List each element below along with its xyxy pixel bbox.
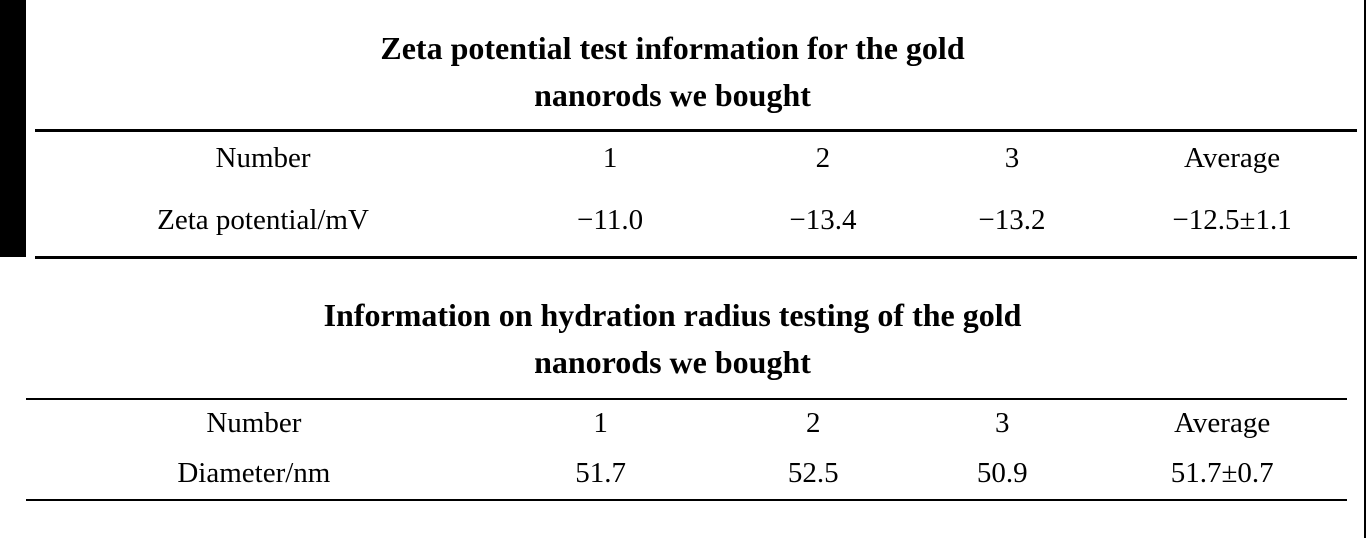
value-cell: 52.5	[787, 456, 839, 489]
header-cell-3: 3	[994, 407, 1010, 439]
value-cell: −11.0	[577, 204, 644, 236]
title-line: Zeta potential test information for the …	[380, 30, 965, 66]
header-cell-average: Average	[1174, 407, 1271, 439]
title-line: nanorods we bought	[534, 77, 811, 113]
header-cell-1: 1	[602, 142, 618, 174]
header-cell-number: Number	[215, 142, 311, 174]
header-cell-average: Average	[1184, 142, 1281, 174]
value-cell: 51.7	[575, 456, 626, 489]
page-right-border-line	[1364, 0, 1366, 538]
header-cell-2: 2	[815, 142, 831, 174]
value-cell: −13.4	[789, 204, 857, 236]
title-line: nanorods we bought	[534, 344, 811, 380]
value-cell: 50.9	[976, 456, 1028, 489]
header-cell-2: 2	[806, 407, 821, 439]
header-cell-3: 3	[1004, 142, 1020, 174]
average-cell: −12.5±1.1	[1172, 204, 1292, 236]
scan-black-bar	[0, 0, 26, 257]
header-cell-number: Number	[206, 407, 302, 439]
row-label-cell: Zeta potential/mV	[157, 204, 369, 236]
hydration-radius-table: Number 1 2 3 Average Diameter/nm 51.7 52…	[26, 398, 1347, 501]
table-header-row: Number 1 2 3 Average	[26, 399, 1347, 447]
table-row: Diameter/nm 51.7 52.5 50.9 51.7±0.7	[26, 447, 1347, 500]
value-cell: −13.2	[978, 204, 1046, 236]
zeta-potential-table: Number 1 2 3 Average Zeta potential/mV −…	[35, 129, 1357, 259]
zeta-potential-table-title: Zeta potential test information for the …	[0, 25, 1345, 119]
header-cell-1: 1	[593, 407, 608, 439]
hydration-radius-table-title: Information on hydration radius testing …	[0, 292, 1345, 386]
table-header-row: Number 1 2 3 Average	[35, 131, 1357, 186]
row-label-cell: Diameter/nm	[177, 456, 331, 489]
table-row: Zeta potential/mV −11.0 −13.4 −13.2 −12.…	[35, 185, 1357, 258]
title-line: Information on hydration radius testing …	[323, 297, 1022, 333]
average-cell: 51.7±0.7	[1170, 456, 1274, 489]
